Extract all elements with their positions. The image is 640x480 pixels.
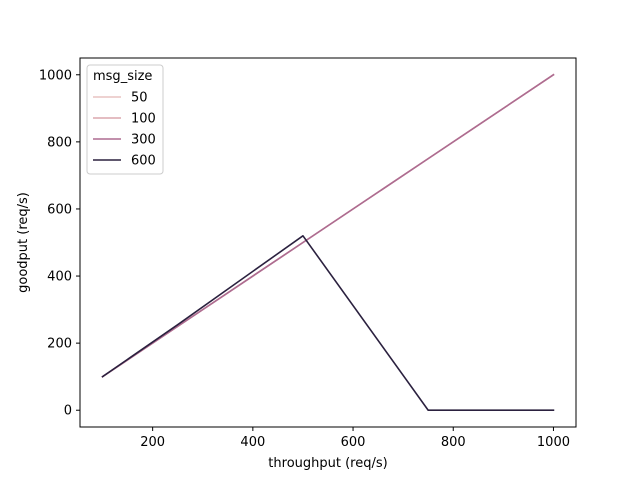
y-tick-label: 400 [47, 270, 72, 285]
legend-title: msg_size [93, 69, 152, 84]
y-axis-label: goodput (req/s) [16, 192, 31, 293]
x-axis-label: throughput (req/s) [268, 456, 387, 471]
legend-label-300: 300 [131, 133, 156, 148]
x-axis-ticks: 200 400 600 800 1000 [140, 427, 570, 450]
legend-items: 50 100 300 600 [93, 91, 156, 169]
y-tick-label: 1000 [39, 68, 72, 83]
series-line-300 [101, 73, 555, 378]
y-tick-label: 200 [47, 337, 72, 352]
legend-label-600: 600 [131, 154, 156, 169]
legend-label-100: 100 [131, 112, 156, 127]
y-tick-label: 0 [64, 404, 72, 419]
legend-box [86, 64, 164, 175]
legend-label-50: 50 [131, 91, 148, 106]
y-tick-label: 800 [47, 135, 72, 150]
series-layer [101, 73, 555, 412]
legend: msg_size 50 100 300 600 [86, 64, 164, 175]
x-tick-label: 600 [341, 435, 366, 450]
y-axis-ticks: 0 200 400 600 800 1000 [39, 68, 80, 419]
series-line-600 [101, 234, 555, 412]
y-tick-label: 600 [47, 202, 72, 217]
x-tick-label: 800 [441, 435, 466, 450]
x-tick-label: 400 [240, 435, 265, 450]
x-tick-label: 1000 [537, 435, 570, 450]
x-tick-label: 200 [140, 435, 165, 450]
plot-area-frame [79, 57, 577, 428]
